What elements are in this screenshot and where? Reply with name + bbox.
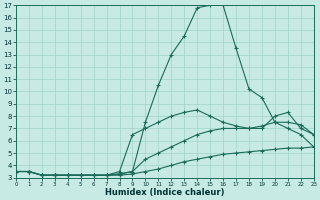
X-axis label: Humidex (Indice chaleur): Humidex (Indice chaleur): [105, 188, 225, 197]
